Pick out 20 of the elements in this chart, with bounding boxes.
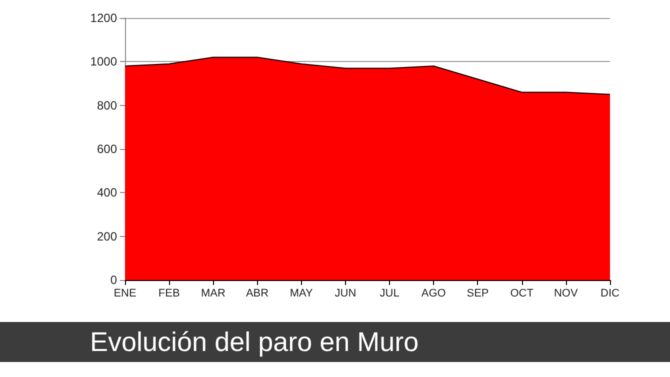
x-tick-label: MAR — [200, 288, 226, 300]
y-tick-label: 0 — [110, 273, 118, 287]
x-tick-label: ENE — [114, 288, 136, 300]
x-tick-label: ABR — [246, 288, 269, 300]
y-tick-label: 1200 — [90, 11, 118, 25]
x-tick-label: SEP — [466, 288, 489, 300]
x-tick-label: MAY — [290, 288, 314, 300]
x-tick-label: OCT — [510, 288, 534, 300]
y-tick-label: 600 — [96, 142, 118, 156]
x-tick-label: JUL — [380, 288, 400, 300]
x-tick-label: DIC — [600, 288, 620, 300]
x-tick-label: FEB — [158, 288, 180, 300]
text: Evolución del paro en Muro — [0, 322, 670, 362]
y-tick-label: 1000 — [90, 54, 118, 69]
x-tick-label: NOV — [554, 288, 578, 300]
x-tick-label: JUN — [334, 288, 356, 300]
y-tick-label: 400 — [96, 186, 118, 200]
y-tick-label: 200 — [96, 229, 118, 244]
y-tick-label: 800 — [96, 98, 118, 112]
x-tick-label: AGO — [421, 288, 446, 300]
